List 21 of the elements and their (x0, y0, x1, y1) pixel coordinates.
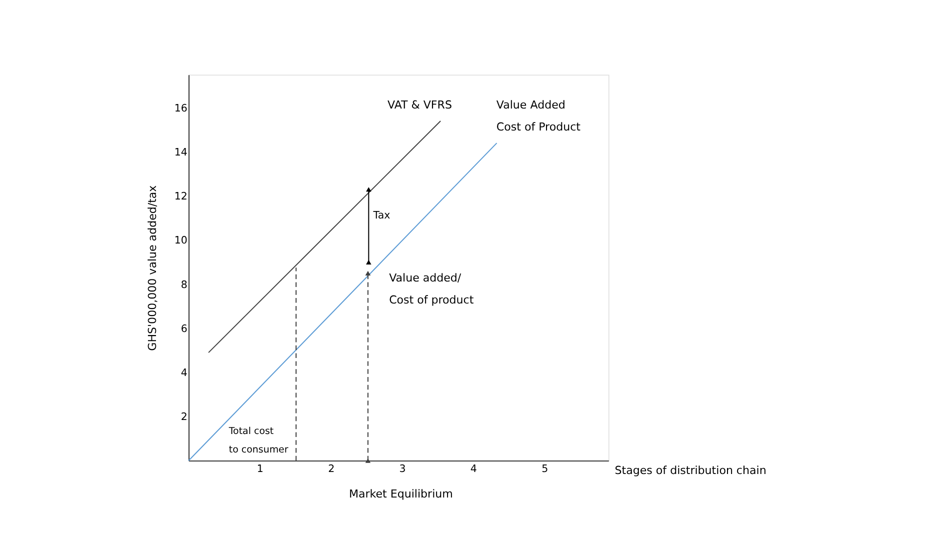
y-tick-label: 8 (180, 278, 188, 291)
annotation: Tax (372, 209, 390, 222)
x-tick-label: 3 (399, 463, 406, 476)
y-tick-label: 4 (180, 366, 188, 379)
x-tick-label: 2 (328, 463, 335, 476)
x-tick-label: 4 (470, 463, 477, 476)
annotation: Total cost to consumer (228, 426, 288, 456)
y-axis-title: GHS'000,000 value added/tax (146, 184, 160, 351)
x-axis-title: Stages of distribution chain (614, 464, 766, 478)
annotation: VAT & VFRS (388, 98, 452, 112)
y-tick-label: 2 (180, 411, 188, 424)
y-tick-label: 16 (174, 102, 188, 114)
text: Market Equilibrium (348, 488, 453, 501)
annotation: Value Added Cost of Product (496, 98, 582, 134)
y-tick-label: 14 (174, 146, 188, 158)
y-tick-label: 10 (174, 234, 188, 247)
x-tick-label: 5 (542, 463, 548, 476)
annotation: Value added/ Cost of product (389, 271, 474, 307)
y-tick-label: 6 (180, 322, 188, 335)
x-tick-label: 1 (256, 463, 264, 476)
y-tick-label: 12 (174, 190, 188, 203)
